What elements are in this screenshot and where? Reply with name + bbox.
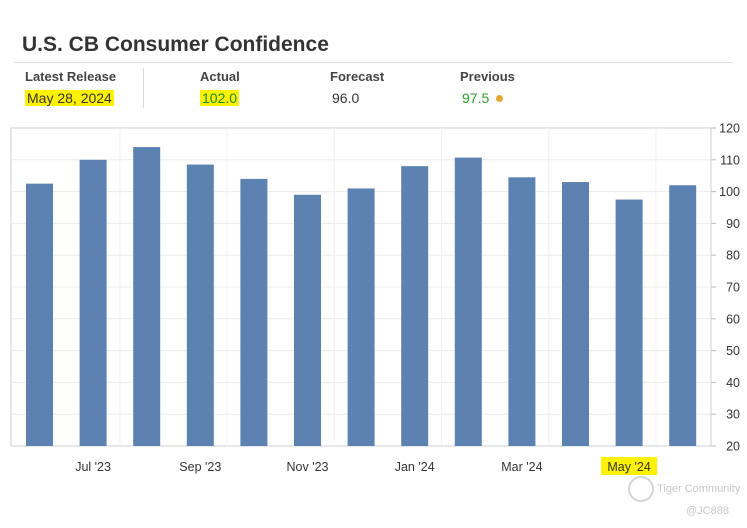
bar	[133, 147, 161, 446]
bar	[454, 157, 482, 446]
bar	[562, 182, 589, 446]
page-title: U.S. CB Consumer Confidence	[22, 33, 329, 56]
y-tick-label: 120	[719, 122, 740, 136]
bar	[26, 183, 53, 446]
y-tick-label: 60	[726, 312, 740, 326]
actual-label: Actual	[200, 69, 240, 84]
tick-highlight	[601, 457, 658, 475]
bar	[294, 194, 321, 446]
x-tick-label: Nov '23	[287, 460, 329, 474]
watermark-brand: Tiger Community	[657, 482, 741, 495]
latest-release-value: May 28, 2024	[25, 90, 114, 106]
watermark: Tiger Community	[628, 476, 740, 502]
y-tick-label: 80	[726, 249, 740, 263]
x-tick-label: Jul '23	[75, 460, 111, 474]
y-tick-label: 20	[726, 440, 740, 454]
x-tick-label: Sep '23	[179, 460, 221, 474]
y-tick-label: 100	[719, 185, 740, 199]
bars	[26, 147, 697, 447]
bar	[240, 178, 268, 446]
y-axis: 20 30 40 50 60 70 80 90 100 110 120	[711, 122, 740, 454]
previous-indicator-dot	[496, 95, 504, 103]
y-tick-label: 30	[726, 408, 740, 422]
x-axis: Jul '23 Sep '23 Nov '23 Jan '24 Mar '24 May '…	[75, 457, 658, 475]
x-tick-label: Jan '24	[395, 460, 435, 474]
previous-label: Previous	[460, 69, 515, 84]
forecast-stat: Forecast 96.0	[330, 69, 384, 108]
bar	[186, 164, 214, 446]
stat-divider	[143, 68, 144, 108]
bar	[401, 166, 429, 446]
y-tick-label: 110	[720, 153, 740, 167]
y-tick-label: 50	[726, 344, 740, 358]
bar	[615, 199, 643, 446]
bar	[347, 188, 375, 447]
bar	[669, 185, 697, 447]
actual-stat: Actual 102.0	[200, 69, 240, 108]
watermark-handle: @JC888	[686, 505, 729, 517]
actual-value: 102.0	[200, 90, 240, 106]
y-tick-label: 40	[726, 376, 740, 390]
previous-stat: Previous 97.5	[460, 69, 515, 108]
tiger-logo-icon	[628, 476, 654, 502]
bar	[79, 159, 107, 447]
header-divider	[14, 62, 733, 63]
x-tick-label: Mar '24	[501, 460, 542, 474]
y-tick-label: 90	[726, 217, 740, 231]
y-tick-label: 70	[726, 281, 740, 295]
latest-release-label: Latest Release	[25, 69, 117, 84]
bar	[508, 177, 536, 447]
x-tick-label: May '24	[607, 460, 650, 474]
previous-value: 97.5	[462, 90, 490, 106]
forecast-value: 96.0	[332, 90, 360, 106]
latest-release-stat: Latest Release May 28, 2024	[25, 69, 116, 108]
forecast-label: Forecast	[330, 69, 385, 84]
